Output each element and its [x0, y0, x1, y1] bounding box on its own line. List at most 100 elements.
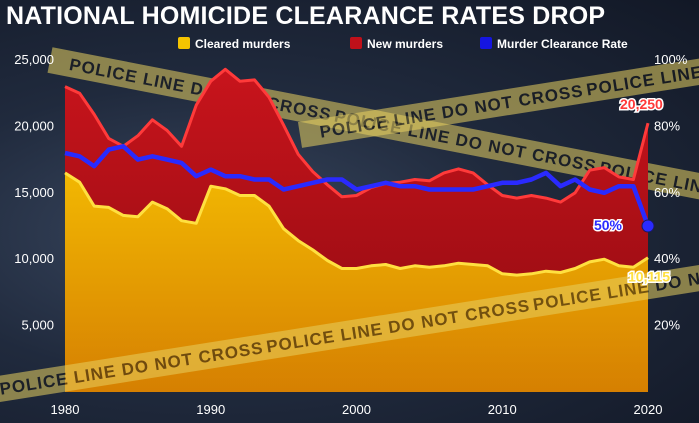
new-murders-point: [515, 197, 518, 200]
legend: Cleared murders New murders Murder Clearan…: [178, 37, 628, 51]
cleared-murders-point: [501, 272, 504, 275]
cleared-murders-point: [530, 272, 533, 275]
new-murders-point: [195, 104, 198, 107]
clearance-rate-point: [559, 185, 562, 188]
cleared-murders-point: [442, 264, 445, 267]
new-murders-point: [78, 92, 81, 95]
new-murders-point: [107, 137, 110, 140]
new-murders-point: [209, 80, 212, 83]
cleared-murders-point: [326, 259, 329, 262]
clearance-rate-point: [384, 181, 387, 184]
clearance-rate-point: [442, 188, 445, 191]
new-murders-point: [268, 96, 271, 99]
cleared-murders-point: [297, 239, 300, 242]
new-murders-point: [253, 78, 256, 81]
clearance-rate-point: [93, 165, 96, 168]
legend-label: Cleared murders: [195, 37, 291, 51]
clearance-rate-point: [370, 185, 373, 188]
clearance-rate-point: [399, 185, 402, 188]
new-murders-line: [64, 67, 650, 204]
clearance-rate-point: [340, 178, 343, 181]
new-murders-point: [340, 195, 343, 198]
clearance-rate-point: [501, 181, 504, 184]
clearance-rate-point: [78, 155, 81, 158]
clearance-rate-point: [166, 158, 169, 161]
cleared-murders-point: [238, 194, 241, 197]
clearance-rate-point: [544, 171, 547, 174]
clearance-rate-point: [209, 168, 212, 171]
clearance-rate-point: [180, 161, 183, 164]
legend-label: Murder Clearance Rate: [497, 37, 628, 51]
new-murders-point: [180, 145, 183, 148]
clearance-rate-point: [122, 145, 125, 148]
new-murders-point: [355, 194, 358, 197]
clearance-rate-point: [457, 188, 460, 191]
new-murders-point: [530, 194, 533, 197]
cleared-murders-point: [195, 222, 198, 225]
x-tick-label: 2020: [634, 402, 663, 417]
clearance-rate-point: [253, 178, 256, 181]
clearance-rate-point: [195, 175, 198, 178]
cleared-murders-point: [384, 263, 387, 266]
new-murders-point: [442, 171, 445, 174]
clearance-rate-point: [574, 178, 577, 181]
cleared-murders-point: [180, 219, 183, 222]
y-left-tick-label: 5,000: [21, 318, 54, 333]
x-tick-label: 2000: [342, 402, 371, 417]
new-murders-point: [282, 124, 285, 127]
clearance-rate-point: [136, 158, 139, 161]
clearance-rate-point: [472, 188, 475, 191]
clearance-rate-point: [224, 175, 227, 178]
clearance-rate-point: [617, 185, 620, 188]
new-murders-point: [428, 179, 431, 182]
new-murders-point: [311, 170, 314, 173]
clearance-rate-point: [428, 188, 431, 191]
new-murders-point: [326, 183, 329, 186]
new-murders-point: [224, 68, 227, 71]
new-murders-point: [457, 167, 460, 170]
axes: 5,000 10,000 15,000 20,000 25,000 20% 40% 60% 80…: [14, 52, 687, 417]
legend-swatch: [178, 37, 190, 49]
new-murders-point: [632, 178, 635, 181]
legend-item: New murders: [350, 37, 443, 51]
new-murders-point: [166, 129, 169, 132]
legend-item: Murder Clearance Rate: [480, 37, 628, 51]
cleared-murders-point: [647, 256, 650, 259]
new-murders-point: [574, 191, 577, 194]
y-left-tick-label: 10,000: [14, 251, 54, 266]
clearance-rate-point: [326, 178, 329, 181]
clearance-rate-point: [64, 151, 67, 154]
cleared-murders-point: [122, 214, 125, 217]
y-right-tick-label: 20%: [654, 318, 680, 333]
clearance-rate-point: [297, 185, 300, 188]
new-murders-point: [64, 85, 67, 88]
x-tick-label: 1980: [51, 402, 80, 417]
cleared-murders-point: [370, 264, 373, 267]
cleared-murders-point: [253, 194, 256, 197]
cleared-murders-point: [311, 248, 314, 251]
annotation-label: 20,250: [620, 96, 663, 112]
clearance-rate-line: [64, 144, 651, 227]
legend-swatch: [480, 37, 492, 49]
y-right-tick-label: 60%: [654, 185, 680, 200]
cleared-murders-point: [544, 270, 547, 273]
new-murders-point: [544, 197, 547, 200]
cleared-murders-point: [574, 267, 577, 270]
cleared-murders-point: [588, 260, 591, 263]
cleared-murders-point: [136, 215, 139, 218]
clearance-rate-point: [515, 181, 518, 184]
new-murders-point: [151, 118, 154, 121]
x-tick-label: 1990: [196, 402, 225, 417]
cleared-murders-line: [64, 171, 649, 277]
chart-title: NATIONAL HOMICIDE CLEARANCE RATES DROP: [6, 2, 606, 30]
cleared-murders-point: [340, 267, 343, 270]
new-murders-point: [297, 153, 300, 156]
clearance-rate-point: [530, 178, 533, 181]
legend-swatch: [350, 37, 362, 49]
cleared-murders-point: [355, 267, 358, 270]
y-left-tick-label: 20,000: [14, 118, 54, 133]
cleared-murders-point: [268, 205, 271, 208]
clearance-rate-point: [282, 188, 285, 191]
cleared-murders-point: [224, 187, 227, 190]
